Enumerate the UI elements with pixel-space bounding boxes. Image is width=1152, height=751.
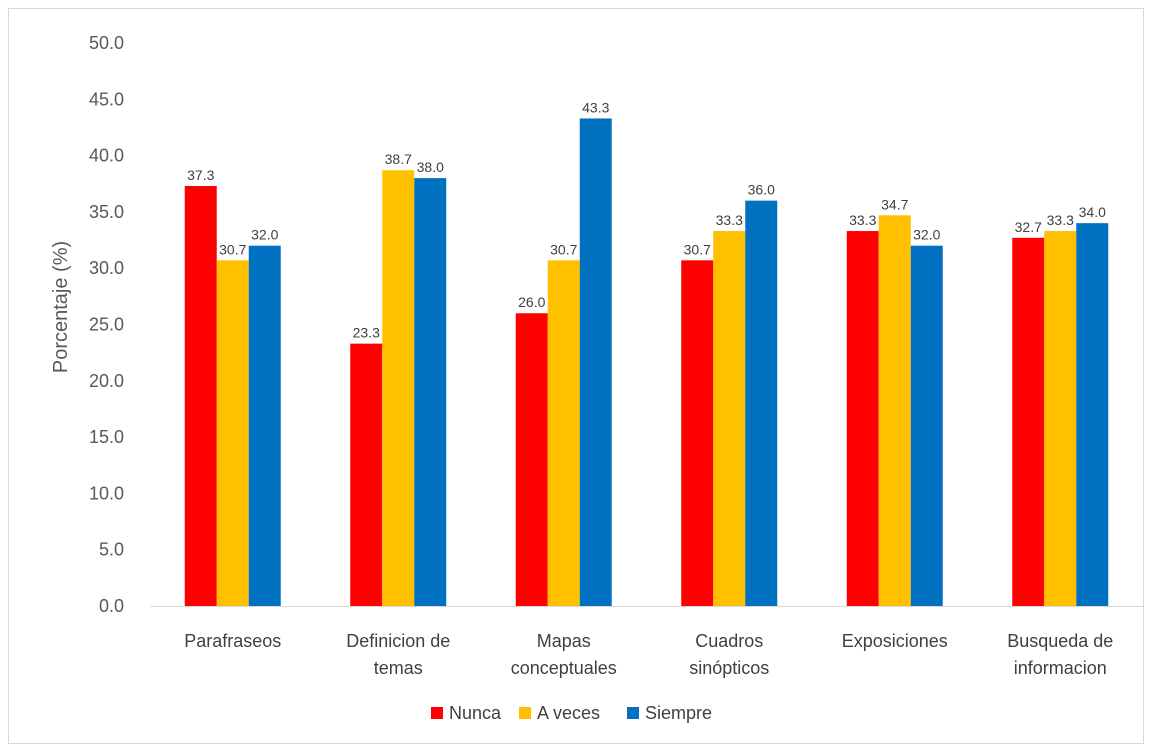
y-axis-title: Porcentaje (%) [50, 241, 72, 373]
category-label: temas [374, 658, 423, 678]
y-tick-label: 25.0 [89, 315, 124, 335]
y-tick-label: 5.0 [99, 540, 124, 560]
bar-nunca [681, 260, 714, 606]
data-label: 30.7 [684, 241, 711, 257]
legend-label: A veces [537, 703, 600, 723]
bar-a-veces [1044, 231, 1077, 607]
data-label: 43.3 [582, 99, 609, 115]
y-tick-label: 45.0 [89, 89, 124, 109]
bar-siempre [745, 200, 778, 606]
data-label: 33.3 [849, 212, 876, 228]
legend-swatch [431, 707, 443, 719]
bar-nunca [515, 313, 548, 606]
y-tick-label: 15.0 [89, 427, 124, 447]
legend-label: Nunca [449, 703, 502, 723]
category-label: Parafraseos [184, 631, 281, 651]
category-label: informacion [1014, 658, 1107, 678]
y-tick-label: 20.0 [89, 371, 124, 391]
data-label: 34.0 [1079, 204, 1106, 220]
data-label: 30.7 [550, 241, 577, 257]
bar-a-veces [713, 231, 746, 607]
category-label: Definicion de [346, 631, 450, 651]
bar-siempre [910, 245, 943, 606]
y-tick-label: 35.0 [89, 202, 124, 222]
category-label: Cuadros [695, 631, 763, 651]
category-label: Exposiciones [842, 631, 948, 651]
bar-chart: Porcentaje (%) 0.0 5.0 10.0 15.0 20.0 25.0 30.… [50, 33, 1143, 723]
data-label: 32.7 [1015, 219, 1042, 235]
bar-siempre [579, 118, 612, 606]
data-label: 33.3 [716, 212, 743, 228]
legend: Nunca A veces Siempre [431, 703, 712, 723]
category-label: Busqueda de [1007, 631, 1113, 651]
bar-nunca [350, 343, 383, 606]
data-label: 32.0 [251, 227, 278, 243]
y-tick-label: 30.0 [89, 258, 124, 278]
bar-nunca [1012, 237, 1045, 606]
y-axis-ticks: 0.0 5.0 10.0 15.0 20.0 25.0 30.0 35.0 40.0 45.0 50… [89, 33, 124, 616]
y-axis-title-group: Porcentaje (%) [50, 241, 72, 373]
bar-siempre [248, 245, 281, 606]
chart-area: Porcentaje (%) 0.0 5.0 10.0 15.0 20.0 25.0 30.… [8, 8, 1144, 744]
category-label: sinópticos [689, 658, 769, 678]
bar-a-veces [382, 170, 415, 606]
data-label: 23.3 [353, 325, 380, 341]
data-labels: 37.3 30.7 32.0 23.3 38.7 38.0 26.0 30.7 43.3 30.7… [187, 99, 1106, 340]
y-tick-label: 50.0 [89, 33, 124, 53]
data-label: 37.3 [187, 167, 214, 183]
bars [184, 118, 1109, 607]
bar-a-veces [547, 260, 580, 606]
data-label: 32.0 [913, 227, 940, 243]
bar-a-veces [878, 215, 911, 606]
bar-siempre [414, 178, 447, 606]
data-label: 30.7 [219, 241, 246, 257]
y-tick-label: 0.0 [99, 596, 124, 616]
bar-siempre [1076, 223, 1109, 606]
y-tick-label: 10.0 [89, 483, 124, 503]
data-label: 34.7 [881, 196, 908, 212]
data-label: 33.3 [1047, 212, 1074, 228]
category-label: Mapas [537, 631, 591, 651]
data-label: 36.0 [748, 182, 775, 198]
y-tick-label: 40.0 [89, 146, 124, 166]
data-label: 26.0 [518, 294, 545, 310]
bar-a-veces [216, 260, 249, 606]
legend-label: Siempre [645, 703, 712, 723]
data-label: 38.7 [385, 151, 412, 167]
legend-swatch [519, 707, 531, 719]
category-labels: Parafraseos Definicion de temas Mapas concep… [184, 631, 1113, 678]
category-label: conceptuales [511, 658, 617, 678]
bar-nunca [184, 186, 217, 606]
bar-nunca [846, 231, 879, 607]
legend-swatch [627, 707, 639, 719]
data-label: 38.0 [417, 159, 444, 175]
